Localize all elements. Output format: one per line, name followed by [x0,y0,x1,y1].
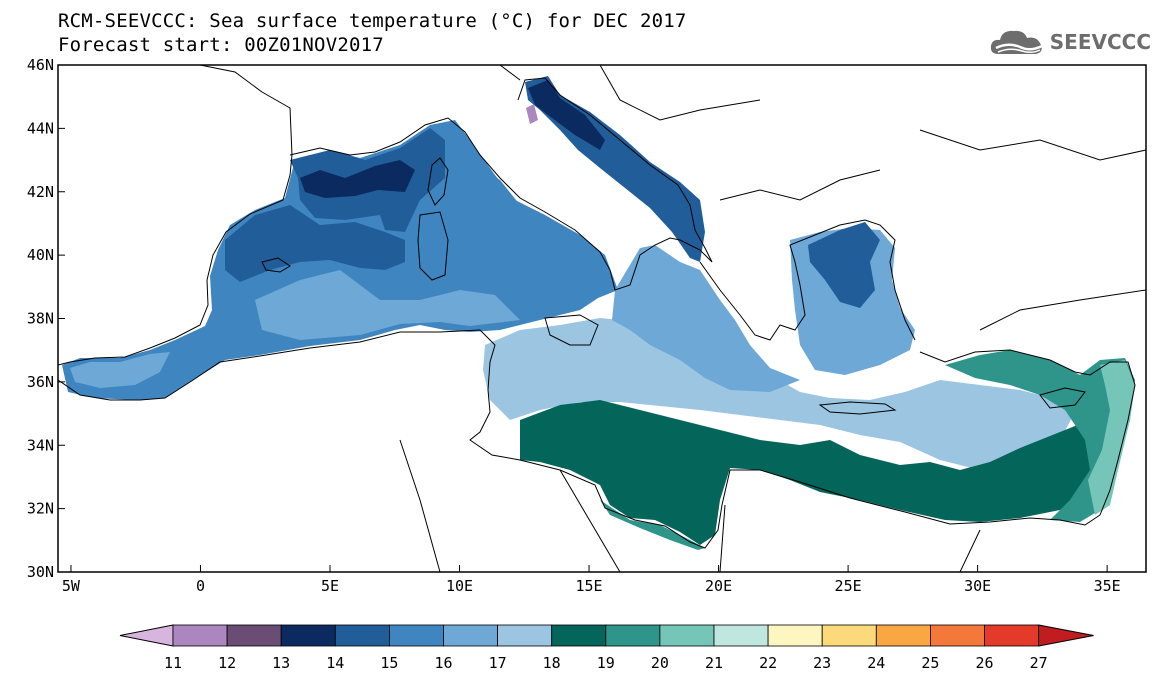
island-mallorca [261,257,291,273]
colorbar-label: 16 [434,654,452,672]
lat-tick-label: 44N [27,119,54,137]
lon-tick-label: 20E [705,577,732,595]
coast-north-africa [58,329,1101,549]
island-corsica [427,157,449,206]
colorbar-bin [172,624,228,647]
colorbar-bin [388,624,444,647]
sst-gulf-of-lion-core [300,160,415,198]
colorbar-bin [226,624,282,647]
coast-greece [699,219,916,341]
colorbar-bin [659,624,715,647]
sst-field [62,76,1135,550]
inland-borders [399,65,1146,572]
island-crete [818,401,897,415]
colorbar-label: 18 [543,654,561,672]
colorbar-bin [605,624,661,647]
lon-tick-label: 5W [62,577,81,595]
colorbar-label: 17 [489,654,507,672]
island-sicily [544,314,599,346]
sst-adriatic-purple [526,104,538,124]
colorbar-bin [767,624,823,647]
sst-south-coast-band [600,500,705,550]
longitude-ticks: 5W 0 5E 10E 15E 20E 25E 30E 35E [62,565,1121,595]
latitude-ticks: 30N 32N 34N 36N 38N 40N 42N 44N 46N [27,56,65,581]
lat-tick-label: 42N [27,183,54,201]
lat-tick-label: 46N [27,56,54,74]
coast-levant [919,349,1136,516]
colorbar: 11 12 13 14 15 16 17 18 19 20 21 22 23 24 25 26 27 [119,624,1094,672]
island-cyprus [1039,387,1086,409]
logo-text: SEEVCCC [1049,30,1151,54]
forecast-start-label: Forecast start: 00Z01NOV2017 [58,34,384,56]
colorbar-label: 19 [597,654,615,672]
coast-iberia [58,65,293,366]
colorbar-label: 24 [867,654,885,672]
lat-tick-label: 40N [27,246,54,264]
colorbar-label: 20 [651,654,669,672]
colorbar-label: 21 [705,654,723,672]
sst-central-light [483,318,1075,470]
sst-levant-coast-light [1088,360,1135,515]
sst-alboran-light [70,352,170,388]
lon-tick-label: 0 [196,577,205,595]
lon-tick-label: 10E [446,577,473,595]
colorbar-label: 11 [164,654,182,672]
colorbar-bin [443,624,498,647]
lon-tick-label: 35E [1094,577,1121,595]
colorbar-bin [280,624,336,647]
lat-tick-label: 34N [27,436,54,454]
lat-tick-label: 38N [27,310,54,328]
sst-adriatic-north-cold [528,80,605,150]
sst-levantine [945,350,1135,522]
lat-tick-label: 30N [27,563,54,581]
colorbar-bin [875,624,931,647]
colorbar-min-arrow [119,624,174,647]
lon-tick-label: 25E [835,577,862,595]
coastlines [58,65,1146,572]
colorbar-label: 12 [218,654,236,672]
cloud-icon [990,30,1043,54]
lon-tick-label: 5E [321,577,339,595]
lat-tick-label: 36N [27,373,54,391]
map-title: RCM-SEEVCCC: Sea surface temperature (°C… [58,10,687,32]
colorbar-label: 26 [975,654,993,672]
colorbar-label: 15 [380,654,398,672]
sst-tyrrhenian [462,160,608,300]
sst-libyan-warm [520,400,1100,545]
coast-france-italy [289,77,713,291]
colorbar-label: 23 [813,654,831,672]
colorbar-label: 14 [326,654,344,672]
colorbar-bin [497,624,553,647]
colorbar-label: 13 [272,654,290,672]
seevccc-logo: SEEVCCC [988,26,1151,58]
colorbar-bin [984,624,1039,647]
colorbar-bin [551,624,607,647]
colorbar-bin [334,624,390,647]
sst-ionian [612,245,800,392]
sst-balearic-band [225,205,405,282]
colorbar-label: 25 [921,654,939,672]
colorbar-bin [713,624,769,647]
lon-tick-label: 30E [964,577,991,595]
island-sardinia [417,211,449,281]
sst-north-aegean-cold [808,222,880,308]
colorbar-bin [930,624,985,647]
colorbar-bin [821,624,877,647]
sst-algerian-band [255,270,520,340]
colorbar-label: 27 [1030,654,1048,672]
lon-tick-label: 15E [576,577,603,595]
lat-tick-label: 32N [27,500,54,518]
colorbar-max-arrow [1038,624,1094,647]
colorbar-label: 22 [759,654,777,672]
